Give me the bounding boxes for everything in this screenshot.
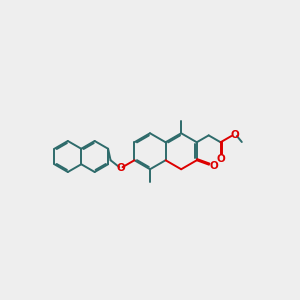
Text: O: O xyxy=(117,163,126,173)
Text: O: O xyxy=(216,154,225,164)
Text: O: O xyxy=(209,161,218,171)
Text: O: O xyxy=(230,130,239,140)
